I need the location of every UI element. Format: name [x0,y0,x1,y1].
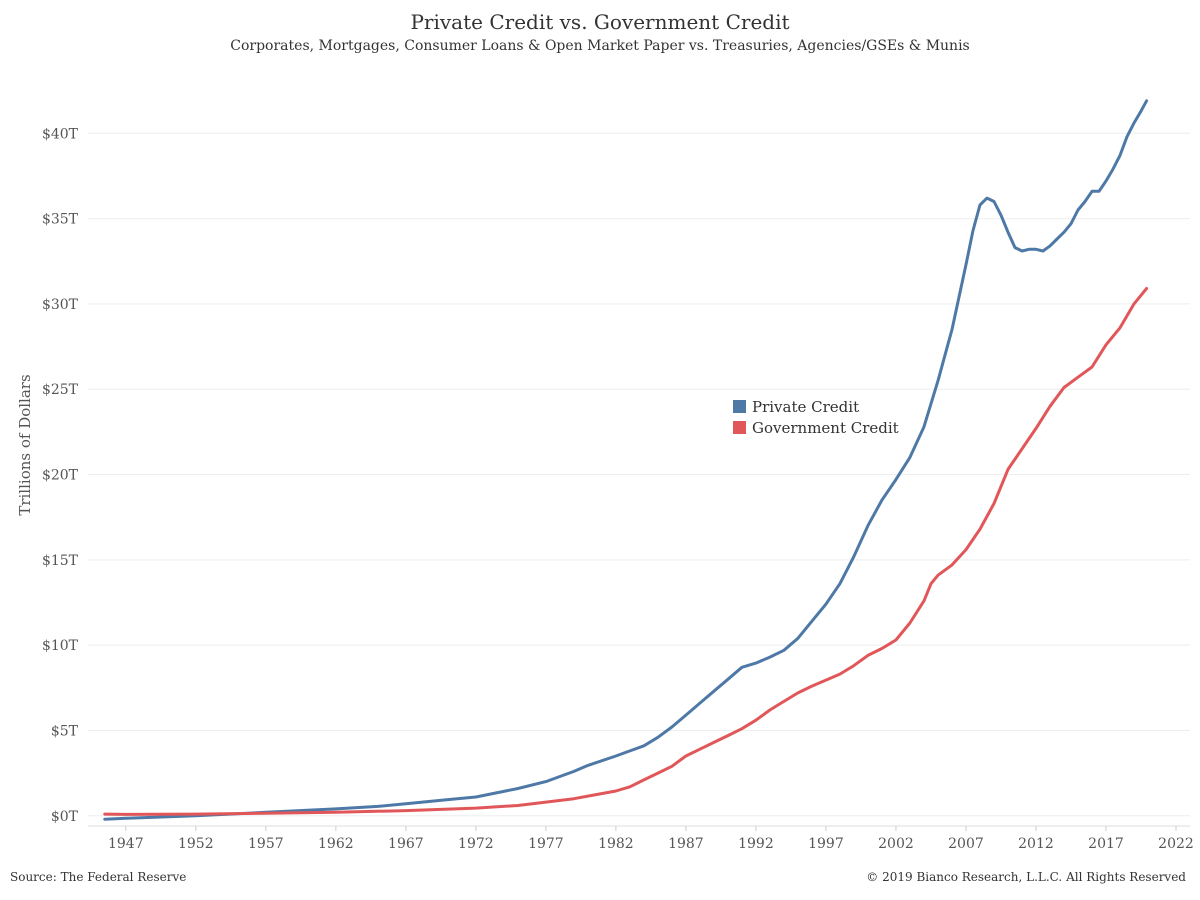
x-tick-label: 1992 [738,836,774,852]
x-tick-label: 1982 [598,836,634,852]
x-axis-tick-labels: 1947 1952 1957 1962 1967 1972 1977 1982 1987 1992… [108,826,1194,852]
grid-lines [88,132,1190,827]
chart-subtitle: Corporates, Mortgages, Consumer Loans & … [230,38,970,54]
x-tick-label: 1967 [388,836,424,852]
x-tick-label: 1957 [248,836,284,852]
legend-swatch-government-credit [733,421,746,434]
x-tick-label: 1972 [458,836,494,852]
x-tick-label: 2017 [1088,836,1124,852]
series-line-private-credit [103,99,1149,821]
legend-swatch-private-credit [733,400,746,413]
legend-label-government-credit: Government Credit [752,419,899,437]
series-line-government-credit [103,287,1149,816]
y-tick-label: $35T [42,212,79,228]
x-tick-label: 1997 [808,836,844,852]
x-tick-label: 1987 [668,836,704,852]
x-tick-label: 2007 [948,836,984,852]
x-tick-label: 2022 [1158,836,1194,852]
chart-title: Private Credit vs. Government Credit [410,10,790,34]
y-axis-label: Trillions of Dollars [16,374,34,515]
legend: Private Credit Government Credit [733,398,899,437]
y-tick-label: $20T [42,468,79,484]
y-tick-label: $30T [42,297,79,313]
y-tick-label: $25T [42,382,79,398]
y-axis-tick-labels: $0T $5T $10T $15T $20T $25T $30T $35T $40T [42,126,79,825]
y-tick-label: $40T [42,126,79,142]
copyright-note: © 2019 Bianco Research, L.L.C. All Right… [866,870,1186,884]
source-note: Source: The Federal Reserve [10,870,187,884]
x-tick-label: 2002 [878,836,914,852]
x-tick-label: 1952 [178,836,214,852]
y-tick-label: $5T [51,723,79,739]
x-tick-label: 1947 [108,836,144,852]
x-tick-label: 1962 [318,836,354,852]
y-tick-label: $15T [42,553,79,569]
y-tick-label: $10T [42,638,79,654]
x-tick-label: 1977 [528,836,564,852]
x-tick-label: 2012 [1018,836,1054,852]
series-lines [103,99,1149,821]
y-tick-label: $0T [51,809,79,825]
legend-label-private-credit: Private Credit [752,398,859,416]
